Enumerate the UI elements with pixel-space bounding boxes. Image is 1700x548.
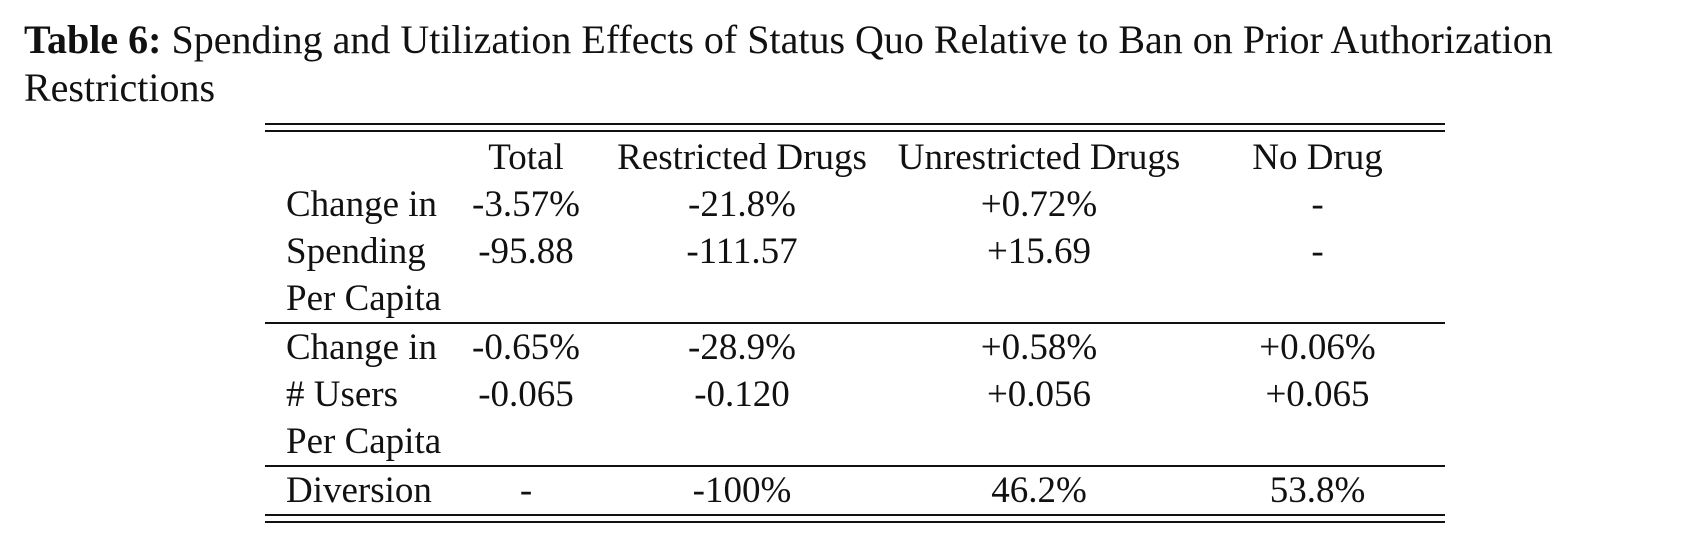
table-cell: -28.9% bbox=[688, 327, 796, 368]
table-cell: +0.06% bbox=[1259, 327, 1376, 368]
table-cell bbox=[596, 275, 888, 324]
table-row: Change in -3.57% -21.8% +0.72% - bbox=[265, 181, 1445, 228]
table-cell: -0.65% bbox=[472, 327, 580, 368]
table-cell bbox=[456, 275, 596, 324]
table-cell: -111.57 bbox=[686, 231, 798, 272]
table-row: Per Capita bbox=[265, 275, 1445, 324]
row-label: Change in bbox=[286, 184, 438, 225]
table-caption: Table 6: Spending and Utilization Effect… bbox=[24, 16, 1684, 112]
table-cell: +0.72% bbox=[980, 184, 1098, 225]
table-row: Spending -95.88 -111.57 +15.69 - bbox=[265, 228, 1445, 275]
row-label: Spending bbox=[286, 231, 426, 272]
table-cell: 46.2% bbox=[991, 470, 1087, 511]
row-label: Change in bbox=[286, 327, 438, 368]
column-header-no-drug: No Drug bbox=[1252, 137, 1383, 178]
row-label: Per Capita bbox=[265, 418, 456, 467]
column-header-stub bbox=[265, 132, 456, 181]
table-cell: -95.88 bbox=[478, 231, 574, 272]
row-label: Diversion bbox=[286, 470, 432, 511]
caption-text: Spending and Utilization Effects of Stat… bbox=[24, 17, 1553, 110]
table-cell: +0.58% bbox=[980, 327, 1098, 368]
table-cell: -100% bbox=[692, 470, 792, 511]
column-header-unrestricted-drugs: Unrestricted Drugs bbox=[897, 137, 1181, 178]
table-cell: +0.065 bbox=[1265, 374, 1370, 415]
bottom-double-rule bbox=[265, 514, 1445, 523]
table-cell: 53.8% bbox=[1269, 470, 1366, 511]
table-cell: - bbox=[519, 470, 533, 511]
header-row: Total Restricted Drugs Unrestricted Drug… bbox=[265, 132, 1445, 181]
results-table: Total Restricted Drugs Unrestricted Drug… bbox=[265, 132, 1445, 514]
table-cell bbox=[1190, 275, 1445, 324]
column-header-restricted-drugs: Restricted Drugs bbox=[617, 137, 867, 178]
table-cell bbox=[888, 275, 1190, 324]
table-cell: -21.8% bbox=[688, 184, 796, 225]
table-cell bbox=[456, 418, 596, 467]
table-cell bbox=[888, 418, 1190, 467]
table-cell: +15.69 bbox=[986, 231, 1092, 272]
caption-label: Table 6: bbox=[24, 17, 162, 62]
top-double-rule bbox=[265, 123, 1445, 132]
row-label: Per Capita bbox=[265, 275, 456, 324]
row-label: # Users bbox=[286, 374, 399, 415]
table-cell: +0.056 bbox=[986, 374, 1092, 415]
table-cell: -0.065 bbox=[478, 374, 574, 415]
table-cell: - bbox=[1311, 231, 1324, 272]
table-row: Diversion - -100% 46.2% 53.8% bbox=[265, 466, 1445, 514]
results-table-container: Total Restricted Drugs Unrestricted Drug… bbox=[265, 123, 1445, 523]
table-cell: -0.120 bbox=[694, 374, 790, 415]
table-row: Change in -0.65% -28.9% +0.58% +0.06% bbox=[265, 323, 1445, 371]
table-row: Per Capita bbox=[265, 418, 1445, 467]
table-cell bbox=[596, 418, 888, 467]
table-cell bbox=[1190, 418, 1445, 467]
table-cell: -3.57% bbox=[472, 184, 580, 225]
column-header-total: Total bbox=[488, 137, 564, 178]
table-cell: - bbox=[1311, 184, 1324, 225]
table-row: # Users -0.065 -0.120 +0.056 +0.065 bbox=[265, 371, 1445, 418]
